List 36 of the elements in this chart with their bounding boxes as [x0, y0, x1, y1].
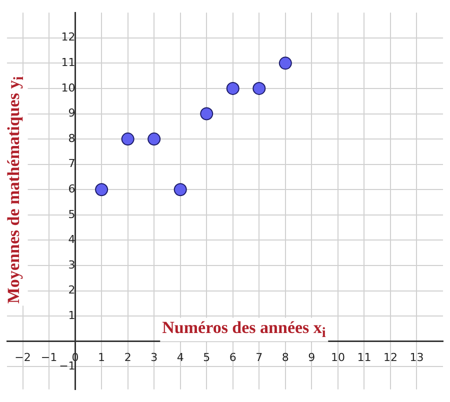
x-tick-label: 13 — [410, 350, 424, 364]
x-axis-title: Numéros des années x$_{i}$ — [160, 318, 328, 342]
point — [278, 56, 292, 70]
x-tick-label: −2 — [14, 350, 31, 364]
x-tick-label: −1 — [40, 350, 58, 364]
x-tick-label: 4 — [176, 350, 184, 364]
x-tick-label: 9 — [308, 350, 316, 364]
y-tick-label: 11 — [61, 56, 76, 70]
y-tick-label: 10 — [61, 81, 76, 94]
point — [200, 107, 214, 120]
y-tick-label: 2 — [68, 284, 76, 297]
y-tick-label: 9 — [68, 106, 76, 120]
x-tick-label: 1 — [98, 350, 106, 364]
point — [252, 82, 266, 95]
point — [95, 183, 108, 196]
point — [121, 132, 134, 146]
y-tick-label: 7 — [68, 157, 76, 170]
x-tick-label: 8 — [282, 350, 289, 364]
y-tick-label: 3 — [68, 258, 76, 272]
y-tick-label: 8 — [68, 132, 76, 145]
x-tick-label: 11 — [357, 350, 372, 364]
x-tick-label: 6 — [229, 350, 236, 364]
y-tick-label: 6 — [68, 182, 76, 196]
y-tick-label: 1 — [68, 308, 76, 322]
x-tick-label: 2 — [124, 350, 132, 364]
y-tick-label: 12 — [61, 30, 76, 44]
x-tick-label: 5 — [203, 350, 210, 364]
x-tick-label: 3 — [150, 350, 158, 364]
y-tick-label: 5 — [68, 208, 76, 221]
point — [226, 82, 240, 95]
point — [148, 132, 161, 146]
x-tick-label: 12 — [383, 350, 398, 364]
x-tick-label: 7 — [256, 350, 263, 364]
x-tick-label: 10 — [330, 350, 345, 364]
y-tick-label: −1 — [59, 360, 76, 372]
point — [174, 183, 187, 196]
